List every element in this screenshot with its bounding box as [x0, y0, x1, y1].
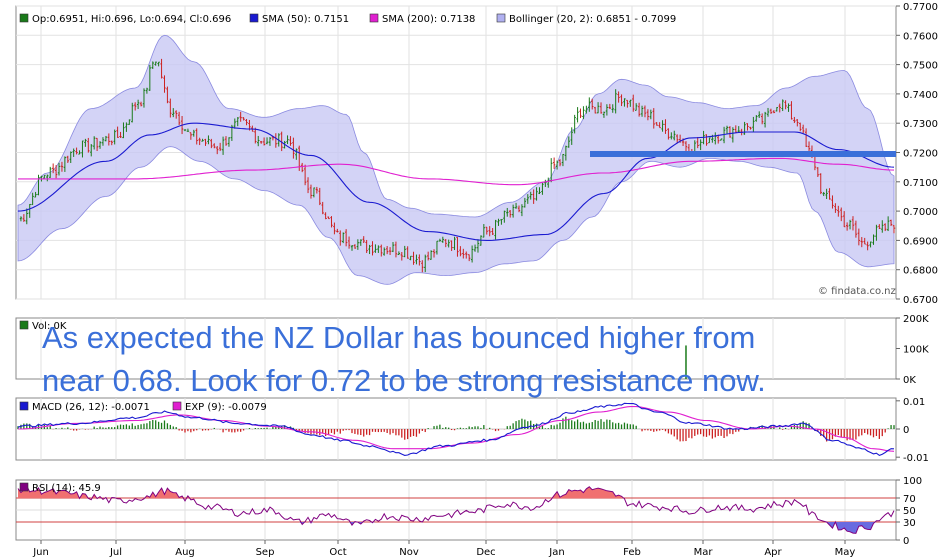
rsi-tick-label: 100: [903, 476, 922, 487]
month-label: Dec: [476, 547, 495, 558]
volume-tick-label: 200K: [903, 314, 929, 325]
legend-label: Op:0.6951, Hi:0.696, Lo:0.694, Cl:0.696: [32, 14, 231, 25]
rsi-line: [17, 485, 895, 534]
volume-tick-label: 100K: [903, 345, 929, 356]
month-label: Feb: [623, 547, 641, 558]
month-label: May: [835, 547, 856, 558]
month-label: Oct: [329, 547, 346, 558]
legend-label: RSI (14): 45.9: [32, 483, 101, 494]
y-axis-ticks: 0.7700 0.7600 0.7500 0.7400 0.7300 0.7200 0.71…: [896, 2, 938, 547]
rsi-tick-label: 70: [903, 494, 916, 505]
sma50-line: [17, 122, 895, 241]
bollinger-band-fill: [17, 34, 895, 285]
price-tick-label: 0.6900: [903, 236, 938, 247]
macd-series: [17, 402, 895, 457]
x-axis-ticks: Jun Jul Aug Sep Oct Nov Dec Jan Feb Mar Apr May: [32, 540, 855, 558]
price-tick-label: 0.7000: [903, 207, 938, 218]
price-tick-label: 0.7400: [903, 90, 938, 101]
rsi-tick-label: 50: [903, 506, 916, 517]
legend-swatch: [19, 320, 29, 330]
price-tick-label: 0.7300: [903, 119, 938, 130]
legend-label: Vol: 0K: [32, 321, 67, 332]
bollinger-band: [17, 34, 895, 285]
month-label: Jun: [32, 547, 49, 558]
legend-swatch: [19, 401, 29, 411]
month-label: Nov: [399, 547, 419, 558]
legend-label: SMA (50): 0.7151: [262, 14, 349, 25]
price-tick-label: 0.7100: [903, 178, 938, 189]
price-tick-label: 0.7600: [903, 31, 938, 42]
price-tick-label: 0.6700: [903, 295, 938, 306]
legend-swatch: [496, 13, 506, 23]
volume-tick-label: 0K: [903, 375, 916, 386]
legend-swatch: [19, 13, 29, 23]
rsi-tick-label: 30: [903, 518, 916, 529]
legends: Op:0.6951, Hi:0.696, Lo:0.694, Cl:0.696 S…: [19, 13, 676, 494]
candlesticks: [19, 58, 896, 273]
month-label: Aug: [175, 547, 195, 558]
legend-swatch: [249, 13, 259, 23]
legend-swatch: [19, 482, 29, 492]
legend-swatch: [172, 401, 182, 411]
price-tick-label: 0.7200: [903, 149, 938, 160]
legend-label: SMA (200): 0.7138: [382, 14, 475, 25]
macd-tick-label: -0.01: [903, 453, 929, 464]
legend-label: MACD (26, 12): -0.0071: [32, 402, 150, 413]
month-label: Sep: [256, 547, 275, 558]
rsi-tick-label: 0: [903, 536, 909, 547]
sma200-line: [18, 157, 895, 186]
month-label: Mar: [694, 547, 714, 558]
legend-label: Bollinger (20, 2): 0.6851 - 0.7099: [509, 14, 676, 25]
watermark: © findata.co.nz: [818, 286, 896, 297]
macd-tick-label: 0: [903, 425, 909, 436]
rsi-series: [17, 485, 895, 534]
annotation-line-1: As expected the NZ Dollar has bounced hi…: [42, 320, 755, 355]
macd-line: [17, 402, 895, 457]
month-label: Apr: [764, 547, 782, 558]
price-tick-label: 0.6800: [903, 266, 938, 277]
volume-panel-frame: [15, 317, 897, 380]
legend-swatch: [369, 13, 379, 23]
moving-averages: [17, 122, 895, 241]
annotation-line-2: near 0.68. Look for 0.72 to be strong re…: [42, 363, 766, 398]
month-label: Jan: [548, 547, 564, 558]
macd-tick-label: 0.01: [903, 397, 925, 408]
price-tick-label: 0.7500: [903, 61, 938, 72]
price-tick-label: 0.7700: [903, 2, 938, 13]
month-label: Jul: [109, 547, 122, 558]
legend-label: EXP (9): -0.0079: [185, 402, 267, 413]
